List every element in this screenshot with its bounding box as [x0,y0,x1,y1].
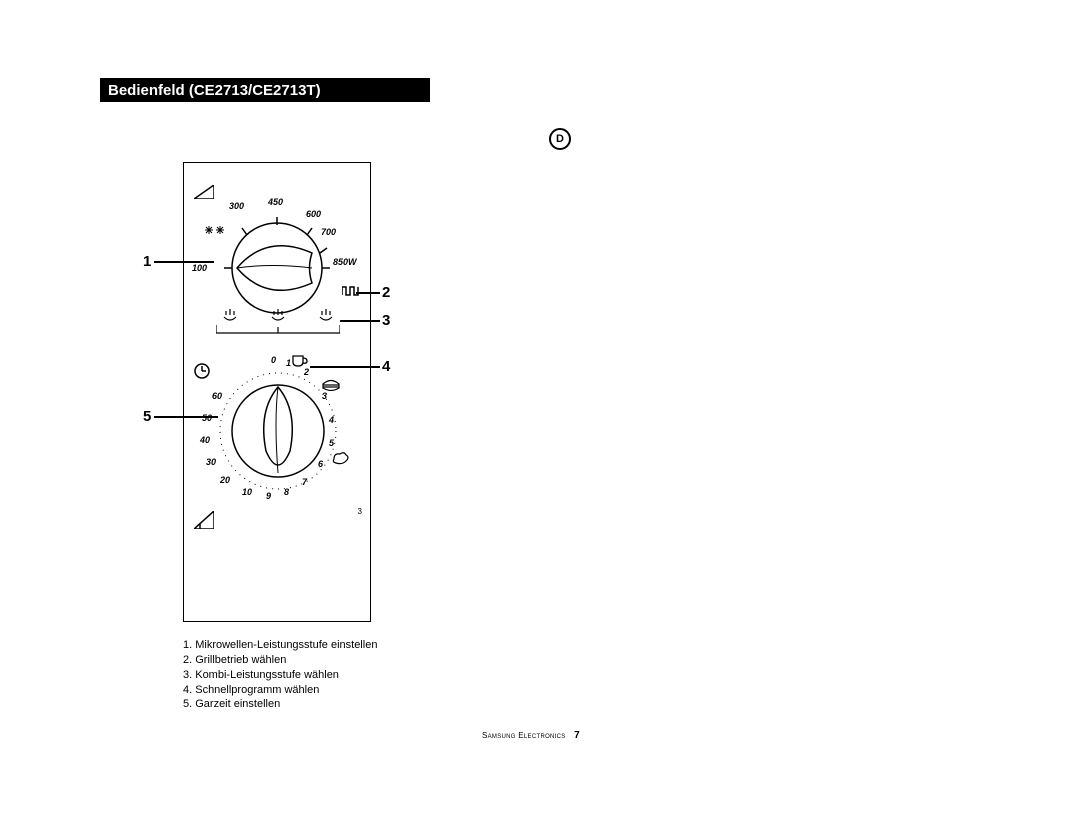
power-label-850w: 850W [333,257,357,267]
legend-item-2: 2. Grillbetrieb wählen [183,653,377,668]
power-label-600: 600 [306,209,321,219]
power-label-700: 700 [321,227,336,237]
callout-2: 2 [382,284,390,301]
timer-3: 3 [322,391,327,401]
timer-2: 2 [304,367,309,377]
callout-5: 5 [143,408,151,425]
leader-4 [310,366,380,368]
page: Bedienfeld (CE2713/CE2713T) D [0,0,1080,813]
power-label-300: 300 [229,201,244,211]
leader-2 [356,292,380,294]
timer-6: 6 [318,459,323,469]
combi-row [216,305,340,335]
control-panel: 100 300 450 600 700 850W [183,162,371,622]
power-label-450: 450 [268,197,283,207]
footer-brand: Samsung Electronics [482,731,566,740]
callout-1: 1 [143,253,151,270]
panel-tiny-3: 3 [358,507,362,516]
legend-item-1: 1. Mikrowellen-Leistungsstufe einstellen [183,638,377,653]
language-badge-text: D [556,133,564,145]
timer-7: 7 [302,477,307,487]
legend-item-5: 5. Garzeit einstellen [183,697,377,712]
section-title-text: Bedienfeld (CE2713/CE2713T) [108,82,321,99]
timer-40: 40 [200,435,210,445]
callout-4: 4 [382,358,390,375]
volume-icon [194,185,214,199]
timer-4: 4 [329,415,334,425]
leader-1 [154,261,214,263]
defrost-icon [204,223,226,237]
page-footer: Samsung Electronics 7 [0,730,580,741]
timer-30: 30 [206,457,216,467]
legend-item-4: 4. Schnellprogramm wählen [183,683,377,698]
timer-60: 60 [212,391,222,401]
timer-10: 10 [242,487,252,497]
section-title: Bedienfeld (CE2713/CE2713T) [100,78,430,102]
leader-5 [154,416,218,418]
timer-9: 9 [266,491,271,501]
footer-page-number: 7 [574,730,580,741]
power-label-100: 100 [192,263,207,273]
leader-3 [340,320,380,322]
timer-1: 1 [286,358,291,368]
language-badge: D [549,128,571,150]
timer-20: 20 [220,475,230,485]
timer-0: 0 [271,355,276,365]
timer-50: 50 [202,413,212,423]
open-icon [194,511,214,529]
timer-8: 8 [284,487,289,497]
timer-5: 5 [329,438,334,448]
legend: 1. Mikrowellen-Leistungsstufe einstellen… [183,638,377,712]
legend-item-3: 3. Kombi-Leistungsstufe wählen [183,668,377,683]
callout-3: 3 [382,312,390,329]
grill-icon [342,285,360,297]
